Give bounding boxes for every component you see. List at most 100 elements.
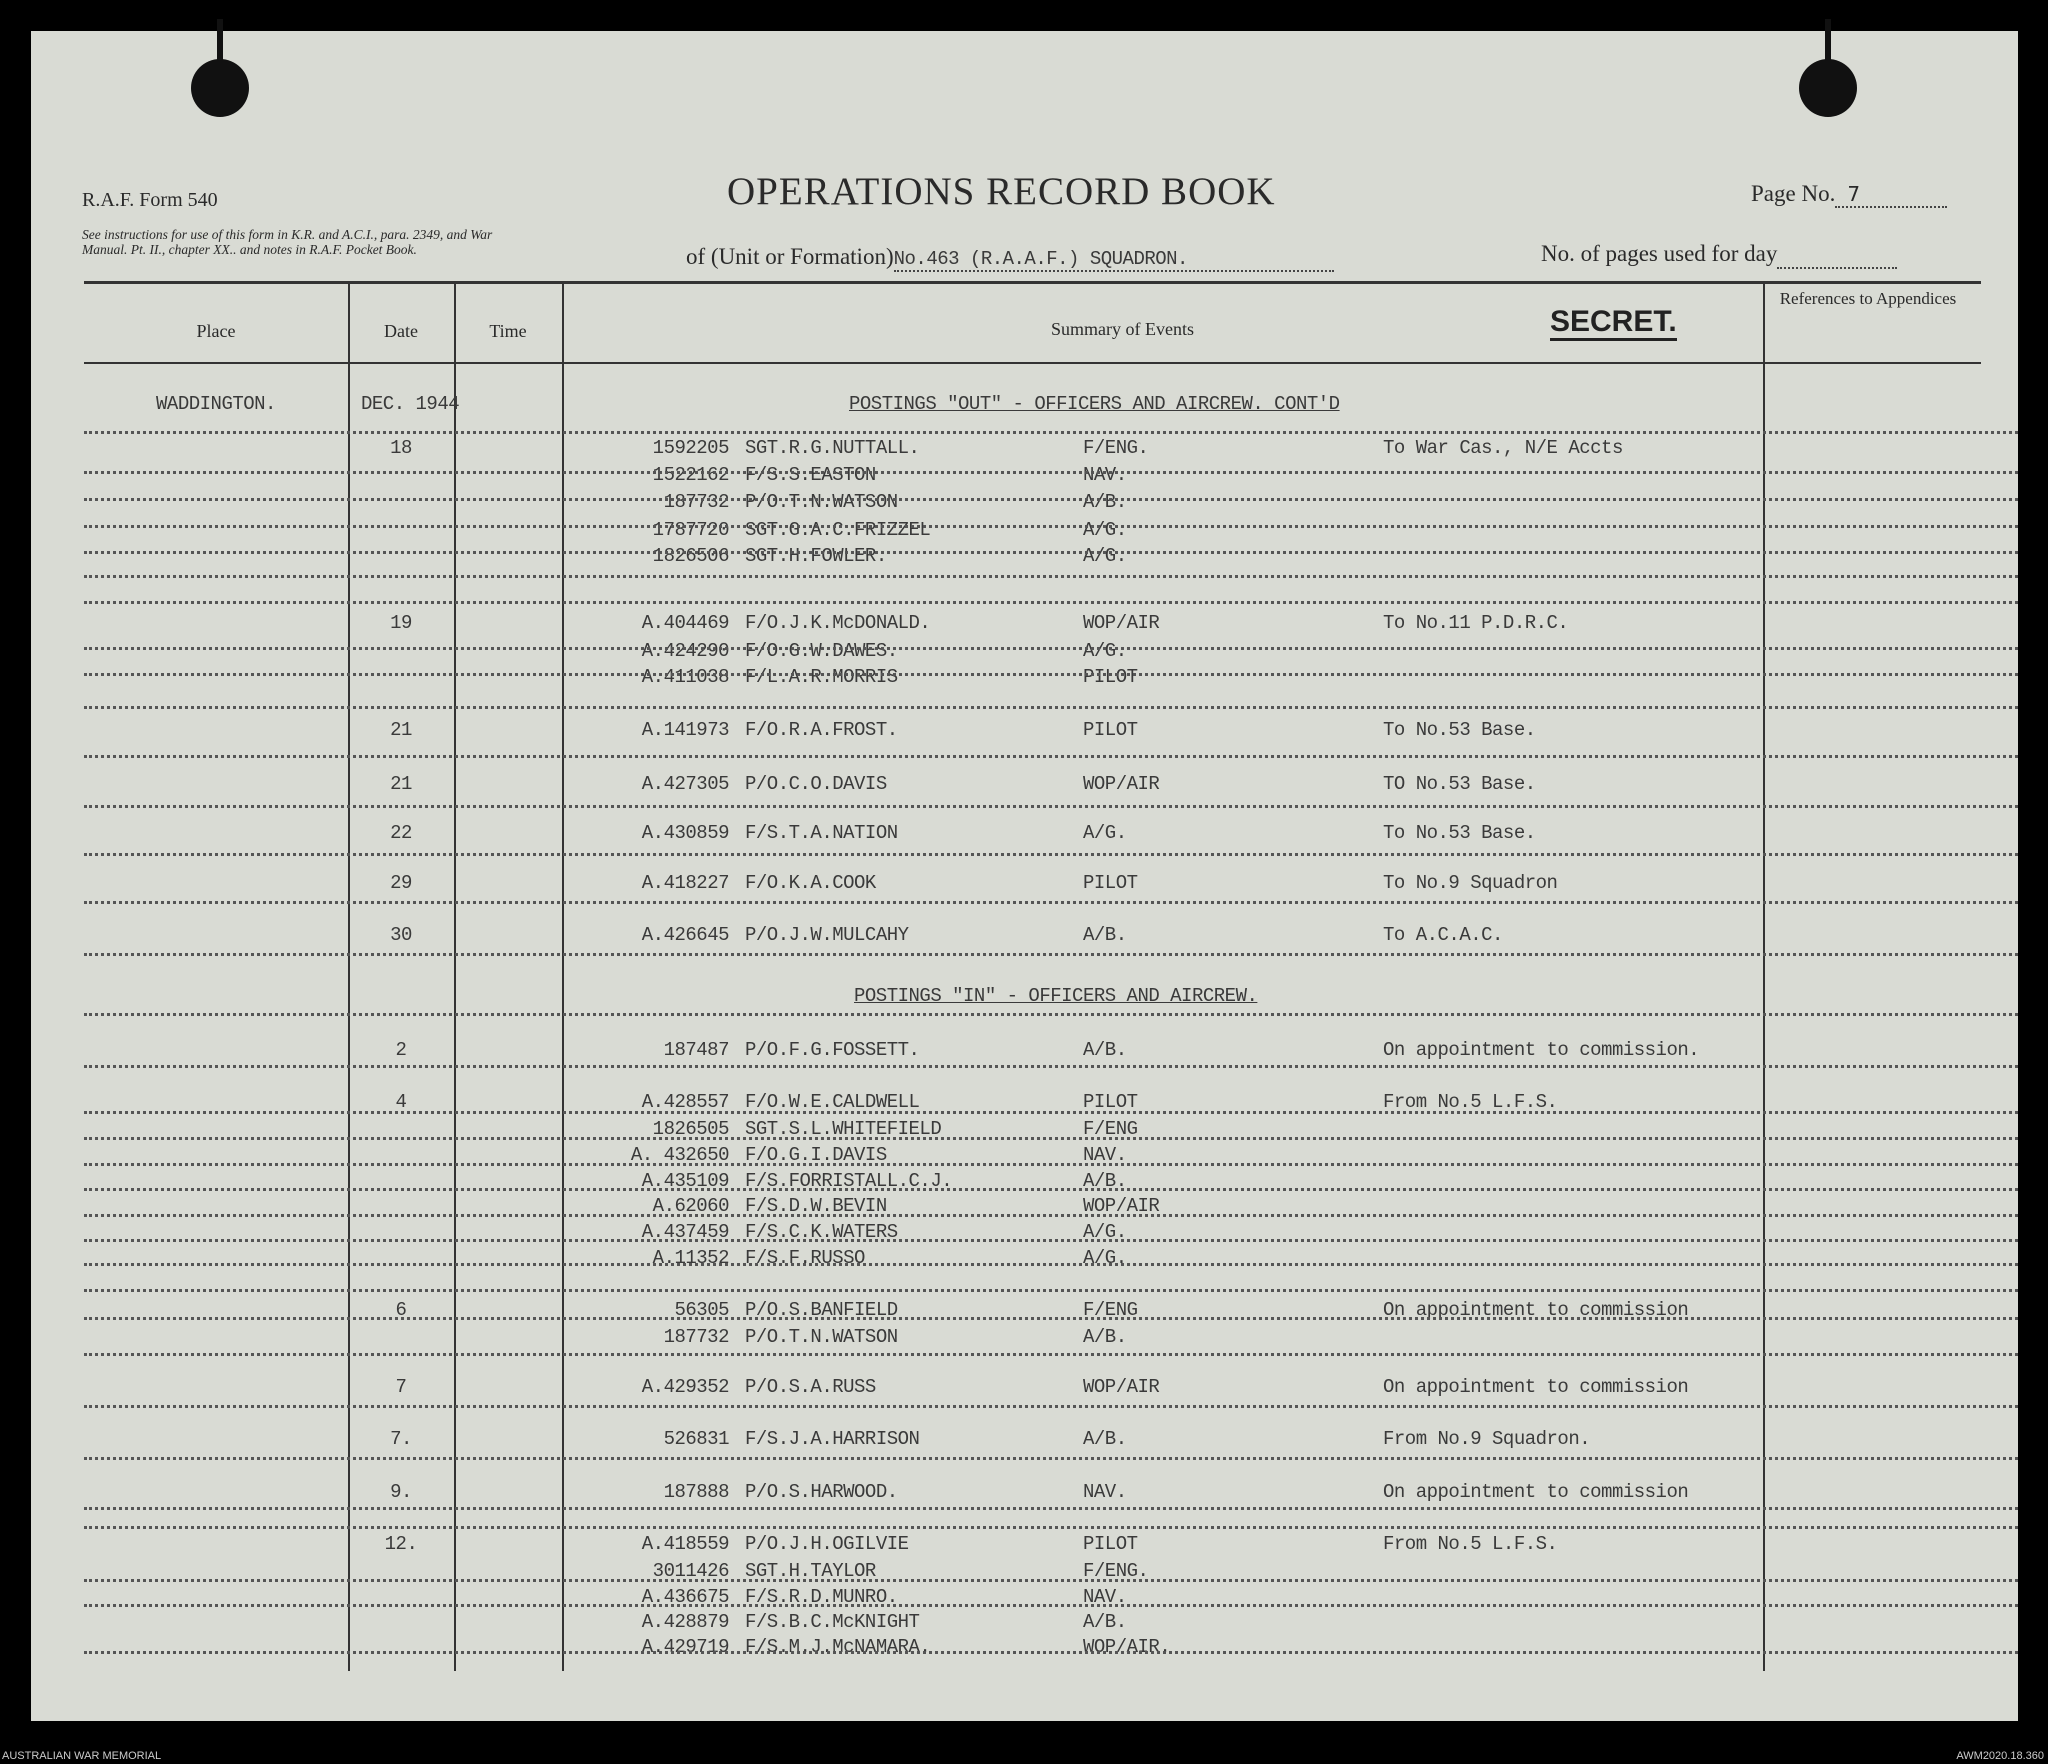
ruled-line — [84, 1507, 2018, 1510]
form-instructions: See instructions for use of this form in… — [82, 227, 493, 257]
service-number: A.411038 — [641, 666, 730, 688]
ruled-line — [84, 647, 2018, 650]
service-number: 1787720 — [652, 519, 730, 541]
service-number: 526831 — [663, 1428, 730, 1450]
ruled-line — [84, 551, 2018, 554]
airman-name: F/S.R.D.MUNRO. — [745, 1586, 898, 1608]
airman-name: F/O.G.W.DAWES. — [745, 640, 898, 662]
entry-date: 4 — [395, 1091, 407, 1113]
airman-name: F/O.J.K.McDONALD. — [745, 612, 931, 634]
service-number: A.430859 — [641, 822, 730, 844]
service-number: A.437459 — [641, 1221, 730, 1243]
col-header-time: Time — [489, 321, 527, 341]
aircrew-role: A/G. — [1083, 519, 1127, 541]
ruled-line — [84, 953, 2018, 956]
posting-remark: On appointment to commission. — [1383, 1039, 1700, 1061]
ruled-line — [84, 1405, 2018, 1408]
col-header-summary: Summary of Events — [1051, 319, 1194, 339]
airman-name: F/S.S.EASTON — [745, 464, 876, 486]
aircrew-role: WOP/AIR — [1083, 612, 1160, 634]
aircrew-role: WOP/AIR — [1083, 1376, 1160, 1398]
ruled-line — [84, 755, 2018, 758]
service-number: A.428557 — [641, 1091, 730, 1113]
ruled-line — [84, 853, 2018, 856]
service-number: 3011426 — [652, 1560, 730, 1582]
entry-date: 12. — [384, 1533, 418, 1555]
col-header-date: Date — [384, 321, 418, 341]
service-number: A.404469 — [641, 612, 730, 634]
airman-name: F/S.B.C.McKNIGHT — [745, 1611, 920, 1633]
ruled-line — [84, 1065, 2018, 1068]
ruled-line — [84, 1163, 2018, 1166]
airman-name: P/O.S.A.RUSS — [745, 1376, 876, 1398]
airman-name: SGT.R.G.NUTTALL. — [745, 437, 920, 459]
ruled-line — [84, 1604, 2018, 1607]
ruled-line — [84, 1214, 2018, 1217]
ruled-line — [84, 1013, 2018, 1016]
month-value: DEC. 1944 — [361, 393, 460, 415]
posting-remark: From No.9 Squadron. — [1383, 1428, 1591, 1450]
page-title: OPERATIONS RECORD BOOK — [727, 170, 1276, 213]
posting-remark: On appointment to commission — [1383, 1299, 1689, 1321]
service-number: A.62060 — [652, 1195, 730, 1217]
posting-remark: On appointment to commission — [1383, 1481, 1689, 1503]
entry-date: 29 — [390, 872, 412, 894]
aircrew-role: WOP/AIR — [1083, 1195, 1160, 1217]
ruled-line — [84, 471, 2018, 474]
aircrew-role: A/B. — [1083, 1039, 1127, 1061]
service-number: 187732 — [663, 1326, 730, 1348]
ruled-line — [84, 1526, 2018, 1529]
entry-date: 21 — [390, 719, 412, 741]
ruled-line — [84, 1188, 2018, 1191]
service-number: A.418227 — [641, 872, 730, 894]
place-value: WADDINGTON. — [156, 393, 276, 415]
ruled-line — [84, 1263, 2018, 1266]
ruled-line — [84, 1137, 2018, 1140]
aircrew-role: A/B. — [1083, 1170, 1127, 1192]
airman-name: P/O.J.H.OGILVIE — [745, 1533, 909, 1555]
entry-date: 2 — [395, 1039, 407, 1061]
posting-remark: To No.53 Base. — [1383, 719, 1536, 741]
service-number: 1522162 — [652, 464, 730, 486]
aircrew-role: A/B. — [1083, 1326, 1127, 1348]
entry-date: 21 — [390, 773, 412, 795]
secret-stamp: SECRET. — [1550, 306, 1677, 341]
aircrew-role: A/G. — [1083, 640, 1127, 662]
aircrew-role: F/ENG. — [1083, 1560, 1149, 1582]
ruled-line — [84, 706, 2018, 709]
airman-name: F/L.A.R.MORRIS — [745, 666, 898, 688]
pages-used-label: No. of pages used for day — [1541, 241, 1898, 269]
aircrew-role: F/ENG — [1083, 1118, 1138, 1140]
service-number: A.435109 — [641, 1170, 730, 1192]
aircrew-role: A/B. — [1083, 1611, 1127, 1633]
col-divider — [1763, 281, 1765, 1671]
ruled-line — [84, 1239, 2018, 1242]
aircrew-role: A/G. — [1083, 545, 1127, 567]
service-number: 1826506 — [652, 545, 730, 567]
aircrew-role: PILOT — [1083, 666, 1138, 688]
airman-name: P/O.F.G.FOSSETT. — [745, 1039, 920, 1061]
ruled-line — [84, 498, 2018, 501]
aircrew-role: A/B. — [1083, 491, 1127, 513]
ruled-line — [84, 1111, 2018, 1114]
service-number: 187487 — [663, 1039, 730, 1061]
service-number: A.418559 — [641, 1533, 730, 1555]
airman-name: F/O.R.A.FROST. — [745, 719, 898, 741]
ruled-line — [84, 431, 2018, 434]
airman-name: F/S.C.K.WATERS — [745, 1221, 898, 1243]
ruled-line — [84, 1579, 2018, 1582]
aircrew-role: PILOT — [1083, 1091, 1138, 1113]
airman-name: P/O.T.N.WATSON — [745, 1326, 898, 1348]
airman-name: P/O.S.BANFIELD — [745, 1299, 898, 1321]
page-no-value: 7 — [1835, 182, 1948, 208]
aircrew-role: NAV. — [1083, 1144, 1127, 1166]
posting-remark: From No.5 L.F.S. — [1383, 1091, 1558, 1113]
punch-hole — [191, 19, 249, 117]
form-number: R.A.F. Form 540 — [82, 189, 218, 211]
entry-date: 18 — [390, 437, 412, 459]
airman-name: F/S.D.W.BEVIN — [745, 1195, 887, 1217]
aircrew-role: A/G. — [1083, 822, 1127, 844]
posting-remark: To No.53 Base. — [1383, 822, 1536, 844]
service-number: A.424290 — [641, 640, 730, 662]
unit-value: No.463 (R.A.A.F.) SQUADRON. — [893, 248, 1334, 272]
